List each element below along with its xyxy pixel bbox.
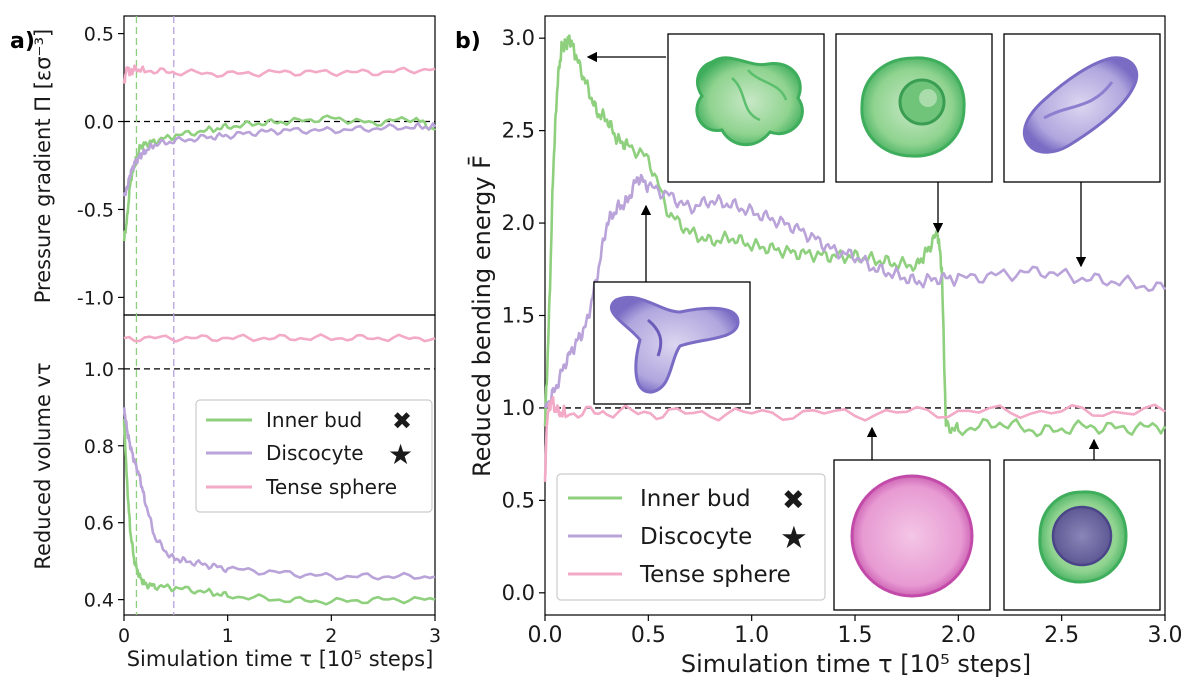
pressure-ylabel: Pressure gradient Π [εσ⁻³] [31,29,55,304]
pressure-ytick-label: 0.0 [84,112,114,134]
pressure-series-discocyte [122,122,437,197]
volume-xtick-label: 1 [222,625,234,647]
panel-a-legend: Inner bud ✖ Discocyte ★ Tense sphere [195,399,433,513]
volume-ytick-label: 0.4 [84,590,114,612]
panel-b-legend-box [556,473,826,601]
energy-ytick-label: 0.5 [502,488,535,512]
volume-ylabel: Reduced volume vτ [31,362,55,569]
pressure-ytick-label: -1.0 [77,287,114,309]
legend-a-cross-icon: ✖ [392,407,412,435]
volume-series-inner-bud [122,418,436,606]
panel-b-xlabel: Simulation time τ [10⁵ steps] [681,650,1031,678]
energy-xtick-label: 2.0 [941,623,976,648]
panel-a-xlabel: Simulation time τ [10⁵ steps] [127,647,434,671]
volume-plot-layer: 1.0 0.8 0.6 0.40 1 2 3 [84,315,441,647]
legend-a-label-inner-bud: Inner bud [266,408,362,432]
inset-tri-discocyte [593,281,751,405]
energy-xtick-label: 1.0 [734,623,769,648]
volume-ytick-label: 0.8 [84,436,114,458]
volume-ytick-label: 1.0 [84,359,114,381]
volume-xtick-label: 0 [118,625,130,647]
energy-ytick-label: 2.0 [502,211,535,235]
inset-prolate-purple [1003,33,1161,183]
energy-xtick-label: 0.0 [528,623,563,648]
volume-xtick-label: 3 [429,625,441,647]
inset-inner-bud-late [1003,459,1161,611]
energy-series-tense-sphere [543,396,1166,482]
volume-xtick-label: 2 [325,625,337,647]
energy-ytick-label: 0.0 [502,581,535,605]
energy-xtick-label: 1.5 [838,623,873,648]
inset-crumpled-green [667,33,825,183]
energy-xtick-label: 3.0 [1148,623,1183,648]
energy-ytick-label: 2.5 [502,119,535,143]
pressure-series-tense-sphere [122,64,436,84]
legend-a-label-discocyte: Discocyte [266,441,364,465]
energy-xtick-label: 2.5 [1044,623,1079,648]
volume-series-tense-sphere [123,333,436,343]
panel-b-legend: Inner bud ✖ Discocyte ★ Tense sphere [556,473,826,601]
inset-arrows [586,51,1100,460]
energy-series-inner-bud [543,34,1167,438]
legend-b-label-discocyte: Discocyte [640,524,752,550]
panel-a-label: a) [10,29,35,54]
legend-b-star-icon: ★ [780,520,808,556]
volume-series-discocyte [122,407,436,581]
energy-ytick-label: 3.0 [502,26,535,50]
inset-inner-bud-green [835,33,993,183]
inset-tense-sphere-pink [833,459,991,611]
legend-b-cross-icon: ✖ [782,485,805,516]
panel-a-legend-box [195,399,433,513]
energy-xtick-label: 0.5 [631,623,666,648]
pressure-plot-frame [123,15,436,316]
energy-ytick-label: 1.0 [502,396,535,420]
pressure-ytick-label: -0.5 [77,199,114,221]
legend-a-label-tense-sphere: Tense sphere [265,475,397,499]
legend-b-label-tense-sphere: Tense sphere [639,562,791,588]
legend-b-label-inner-bud: Inner bud [640,486,751,512]
energy-ylabel: Reduced bending energy F̄ [467,155,496,477]
pressure-ytick-label: 0.5 [84,24,114,46]
energy-ytick-label: 1.5 [502,304,535,328]
volume-ytick-label: 0.6 [84,513,114,535]
legend-a-star-icon: ★ [388,438,413,471]
volume-plot-frame [123,314,436,616]
panel-b-label: b) [455,29,481,54]
pressure-plot-layer: 0.5 0.0 -0.5 -1.0 [77,16,437,315]
